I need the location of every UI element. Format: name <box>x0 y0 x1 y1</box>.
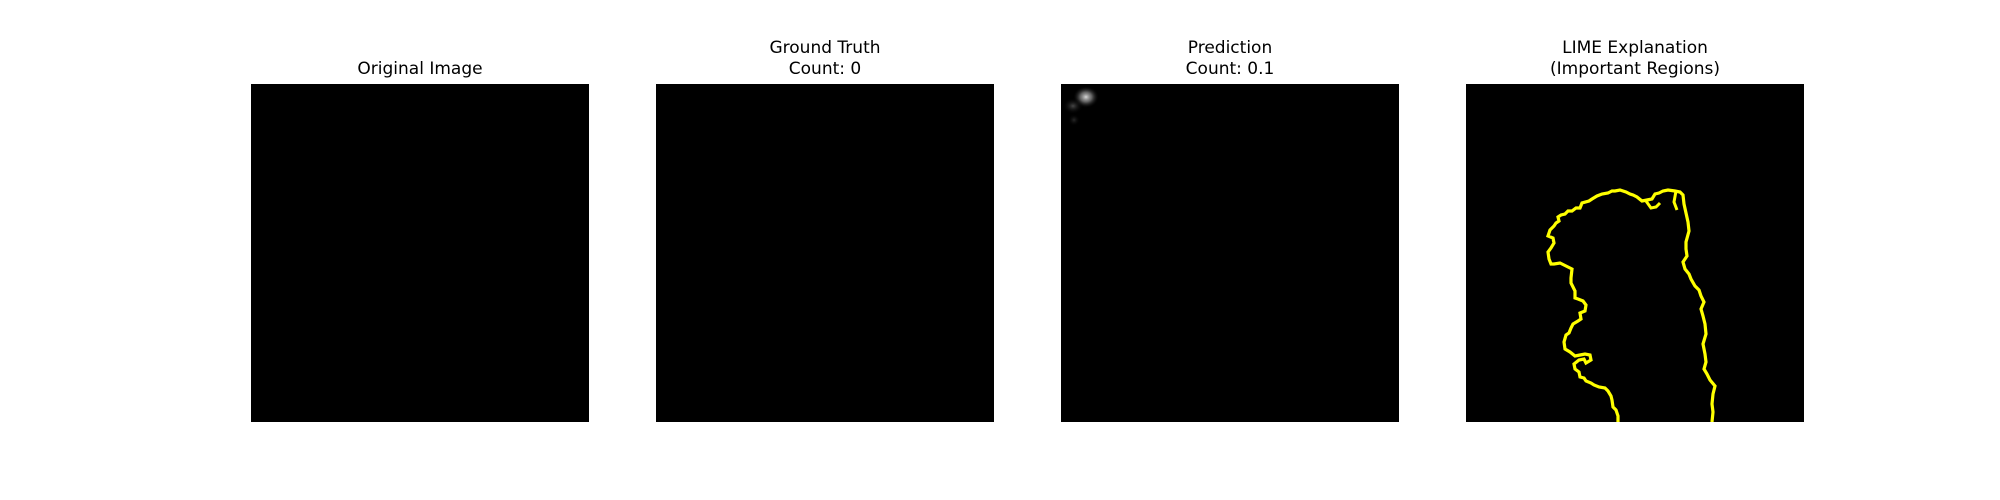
original-image <box>251 84 589 422</box>
panel-title-line-2: Count: 0.1 <box>1185 59 1275 79</box>
panel-title: Prediction Count: 0.1 <box>1021 38 1439 82</box>
panel-title: Ground Truth Count: 0 <box>616 38 1034 82</box>
panel-ground-truth: Ground Truth Count: 0 <box>656 0 994 500</box>
lime-boundary-inner-notch <box>1644 200 1662 210</box>
panel-title-line-1: Ground Truth <box>769 38 881 58</box>
lime-explanation-image <box>1466 84 1804 422</box>
panel-title-line-1: Original Image <box>357 59 483 79</box>
lime-svg <box>1466 84 1804 422</box>
panel-title: Original Image <box>211 59 629 103</box>
panel-original-image: Original Image <box>251 0 589 500</box>
panel-title-line-1: Prediction <box>1187 38 1273 58</box>
panel-lime-explanation: LIME Explanation (Important Regions) <box>1466 0 1804 500</box>
panel-title-line-2: Count: 0 <box>788 59 862 79</box>
density-blob <box>1063 98 1083 114</box>
prediction-density-svg <box>1061 84 1399 422</box>
prediction-density-map <box>1061 84 1399 422</box>
panel-title: LIME Explanation (Important Regions) <box>1426 38 1844 82</box>
panel-title-line-2: (Important Regions) <box>1550 59 1720 79</box>
lime-boundary-contour <box>1546 188 1717 422</box>
panel-title-line-1: LIME Explanation <box>1562 38 1708 58</box>
panel-prediction: Prediction Count: 0.1 <box>1061 0 1399 500</box>
density-blob <box>1068 114 1080 126</box>
lime-boundary-inner-notch <box>1672 190 1679 211</box>
ground-truth-density-map <box>656 84 994 422</box>
